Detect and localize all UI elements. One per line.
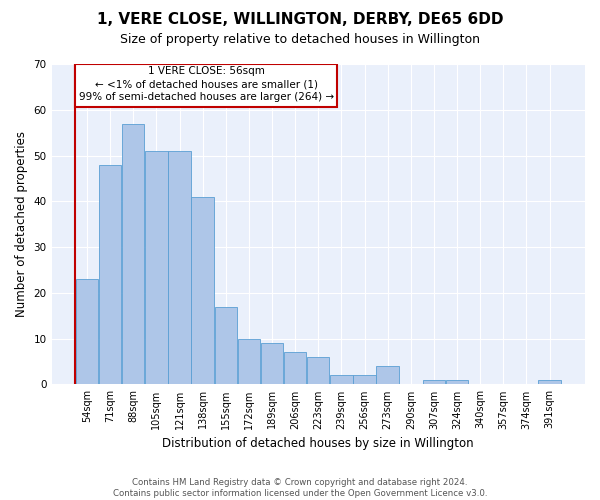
Y-axis label: Number of detached properties: Number of detached properties (15, 131, 28, 317)
X-axis label: Distribution of detached houses by size in Willington: Distribution of detached houses by size … (163, 437, 474, 450)
Bar (238, 338, 260, 384)
Bar (215, 306, 237, 384)
Text: 1, VERE CLOSE, WILLINGTON, DERBY, DE65 6DD: 1, VERE CLOSE, WILLINGTON, DERBY, DE65 6… (97, 12, 503, 28)
Text: 99% of semi-detached houses are larger (264) →: 99% of semi-detached houses are larger (… (79, 92, 334, 102)
Bar (191, 196, 214, 384)
Bar (168, 151, 191, 384)
Text: 1 VERE CLOSE: 56sqm: 1 VERE CLOSE: 56sqm (148, 66, 265, 76)
Bar (446, 380, 468, 384)
Bar (376, 366, 399, 384)
Text: Contains HM Land Registry data © Crown copyright and database right 2024.
Contai: Contains HM Land Registry data © Crown c… (113, 478, 487, 498)
Text: ← <1% of detached houses are smaller (1): ← <1% of detached houses are smaller (1) (95, 79, 317, 89)
Text: Size of property relative to detached houses in Willington: Size of property relative to detached ho… (120, 32, 480, 46)
FancyBboxPatch shape (76, 64, 337, 108)
Bar (307, 357, 329, 384)
Bar (145, 151, 167, 384)
Bar (76, 279, 98, 384)
Bar (122, 124, 145, 384)
Bar (538, 380, 561, 384)
Bar (353, 376, 376, 384)
Bar (330, 376, 353, 384)
Bar (99, 164, 121, 384)
Bar (261, 343, 283, 384)
Bar (284, 352, 307, 384)
Bar (422, 380, 445, 384)
